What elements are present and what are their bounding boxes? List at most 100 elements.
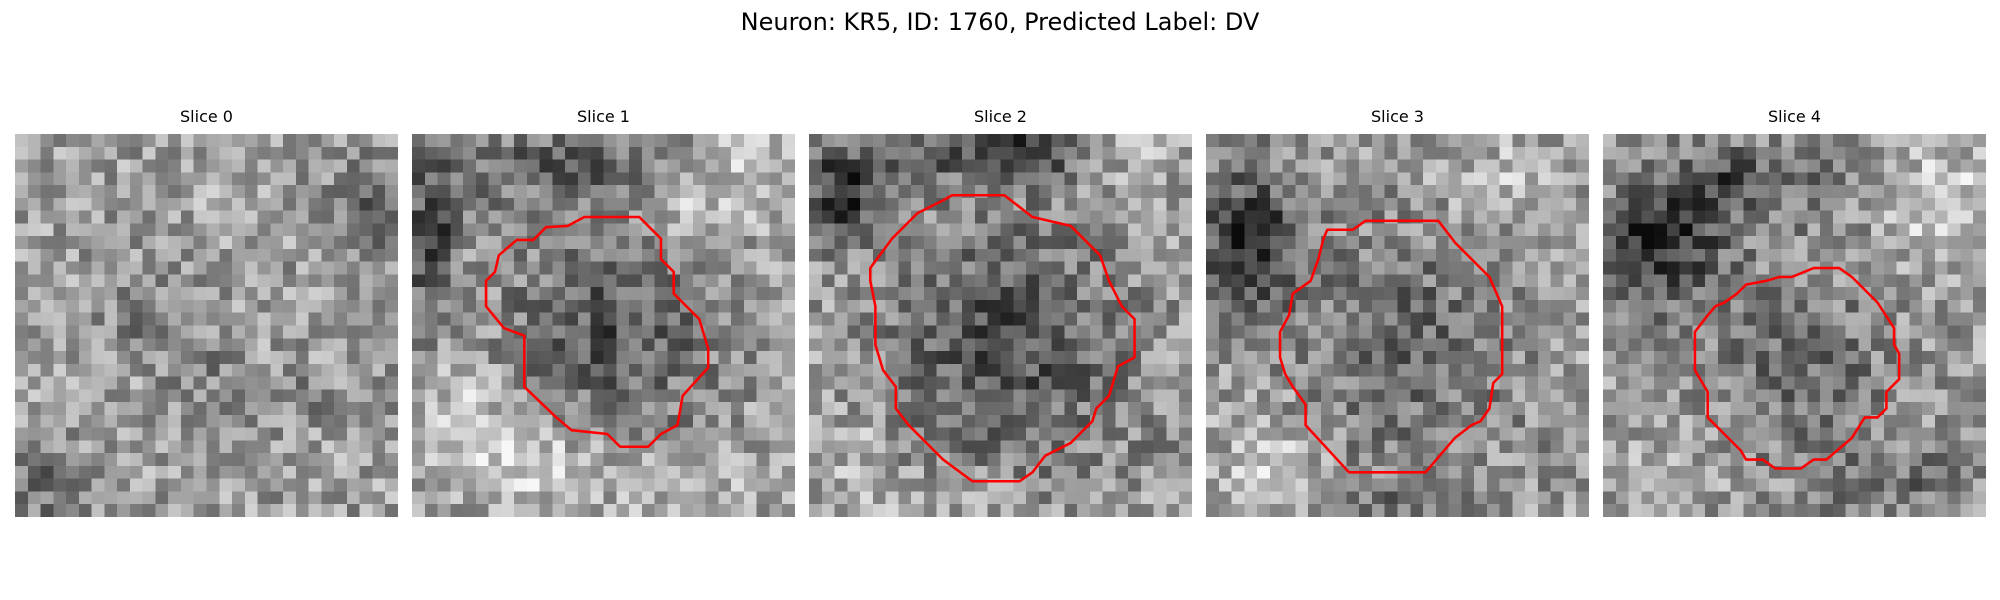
- image-pixel: [680, 185, 694, 199]
- image-pixel: [1231, 146, 1245, 160]
- image-pixel: [1140, 325, 1154, 339]
- image-pixel: [1089, 491, 1103, 505]
- image-pixel: [501, 376, 515, 390]
- image-pixel: [1423, 363, 1437, 377]
- image-pixel: [1960, 465, 1974, 479]
- image-pixel: [155, 210, 169, 224]
- image-pixel: [1871, 236, 1885, 250]
- image-pixel: [53, 453, 67, 467]
- image-pixel: [219, 465, 233, 479]
- image-pixel: [1013, 465, 1027, 479]
- image-pixel: [1257, 236, 1271, 250]
- image-pixel: [860, 299, 874, 313]
- image-pixel: [1333, 172, 1347, 186]
- image-pixel: [539, 414, 553, 428]
- image-pixel: [308, 389, 322, 403]
- image-pixel: [1512, 299, 1526, 313]
- image-pixel: [270, 274, 284, 288]
- image-pixel: [180, 185, 194, 199]
- image-pixel: [244, 210, 258, 224]
- image-pixel: [1896, 478, 1910, 492]
- image-pixel: [1320, 351, 1334, 365]
- image-pixel: [1858, 261, 1872, 275]
- image-pixel: [1206, 504, 1220, 517]
- image-pixel: [911, 414, 925, 428]
- image-pixel: [219, 185, 233, 199]
- image-pixel: [346, 491, 360, 505]
- image-pixel: [1576, 134, 1589, 148]
- image-pixel: [1282, 465, 1296, 479]
- image-pixel: [1832, 351, 1846, 365]
- image-pixel: [1768, 287, 1782, 301]
- image-pixel: [898, 427, 912, 441]
- image-pixel: [603, 351, 617, 365]
- image-pixel: [1499, 465, 1513, 479]
- image-pixel: [1179, 351, 1192, 365]
- image-pixel: [346, 172, 360, 186]
- image-pixel: [1140, 504, 1154, 517]
- image-pixel: [616, 146, 630, 160]
- image-pixel: [1845, 325, 1859, 339]
- image-pixel: [1512, 287, 1526, 301]
- image-pixel: [1832, 197, 1846, 211]
- image-pixel: [385, 134, 398, 148]
- image-pixel: [590, 478, 604, 492]
- image-pixel: [885, 325, 899, 339]
- image-pixel: [117, 325, 131, 339]
- image-pixel: [514, 261, 528, 275]
- image-pixel: [1038, 312, 1052, 326]
- image-pixel: [308, 261, 322, 275]
- image-pixel: [1615, 236, 1629, 250]
- image-pixel: [1794, 453, 1808, 467]
- image-pixel: [463, 491, 477, 505]
- image-pixel: [1628, 440, 1642, 454]
- image-pixel: [911, 299, 925, 313]
- image-pixel: [27, 299, 41, 313]
- image-pixel: [437, 210, 451, 224]
- image-pixel: [40, 440, 54, 454]
- image-pixel: [1883, 261, 1897, 275]
- slice-image-svg: [412, 134, 795, 517]
- image-pixel: [911, 491, 925, 505]
- image-pixel: [860, 312, 874, 326]
- image-pixel: [359, 389, 373, 403]
- image-pixel: [66, 134, 80, 148]
- image-pixel: [1730, 223, 1744, 237]
- image-pixel: [1486, 299, 1500, 313]
- image-pixel: [1960, 197, 1974, 211]
- image-pixel: [1000, 134, 1014, 148]
- image-pixel: [424, 185, 438, 199]
- image-pixel: [885, 223, 899, 237]
- image-pixel: [705, 134, 719, 148]
- image-pixel: [962, 146, 976, 160]
- image-pixel: [847, 504, 861, 517]
- image-pixel: [565, 376, 579, 390]
- image-pixel: [692, 185, 706, 199]
- image-pixel: [809, 351, 823, 365]
- image-pixel: [1128, 134, 1142, 148]
- image-pixel: [359, 236, 373, 250]
- image-pixel: [1807, 210, 1821, 224]
- image-pixel: [1397, 478, 1411, 492]
- image-pixel: [385, 351, 398, 365]
- image-pixel: [552, 478, 566, 492]
- image-pixel: [629, 185, 643, 199]
- image-pixel: [1384, 414, 1398, 428]
- image-pixel: [1743, 389, 1757, 403]
- image-pixel: [743, 261, 757, 275]
- image-pixel: [898, 146, 912, 160]
- image-pixel: [1666, 274, 1680, 288]
- image-pixel: [117, 185, 131, 199]
- image-pixel: [1206, 172, 1220, 186]
- image-pixel: [603, 465, 617, 479]
- image-pixel: [1166, 351, 1180, 365]
- image-pixel: [295, 453, 309, 467]
- image-pixel: [1384, 363, 1398, 377]
- image-pixel: [1000, 287, 1014, 301]
- image-pixel: [1563, 465, 1577, 479]
- image-pixel: [1038, 427, 1052, 441]
- image-pixel: [1768, 376, 1782, 390]
- image-pixel: [1435, 134, 1449, 148]
- image-pixel: [193, 134, 207, 148]
- image-pixel: [437, 376, 451, 390]
